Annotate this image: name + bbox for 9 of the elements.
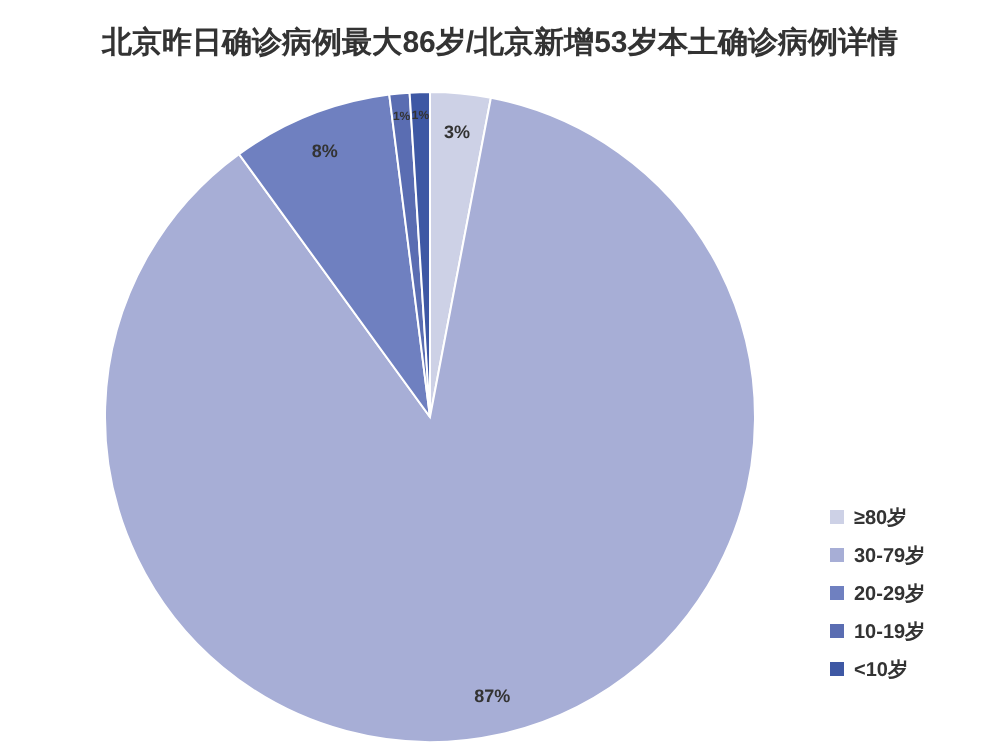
legend-label: 10-19岁 [854,620,926,644]
data-label: 8% [311,141,338,162]
data-label: 87% [474,686,511,707]
legend-label: 30-79岁 [854,544,926,568]
legend-label: 20-29岁 [854,582,926,606]
legend-label: ≥80岁 [854,506,908,530]
data-label: 3% [443,122,470,143]
chart-title: 北京昨日确诊病例最大86岁/北京新增53岁本土确诊病例详情 [100,24,898,60]
legend-label: <10岁 [854,658,908,682]
